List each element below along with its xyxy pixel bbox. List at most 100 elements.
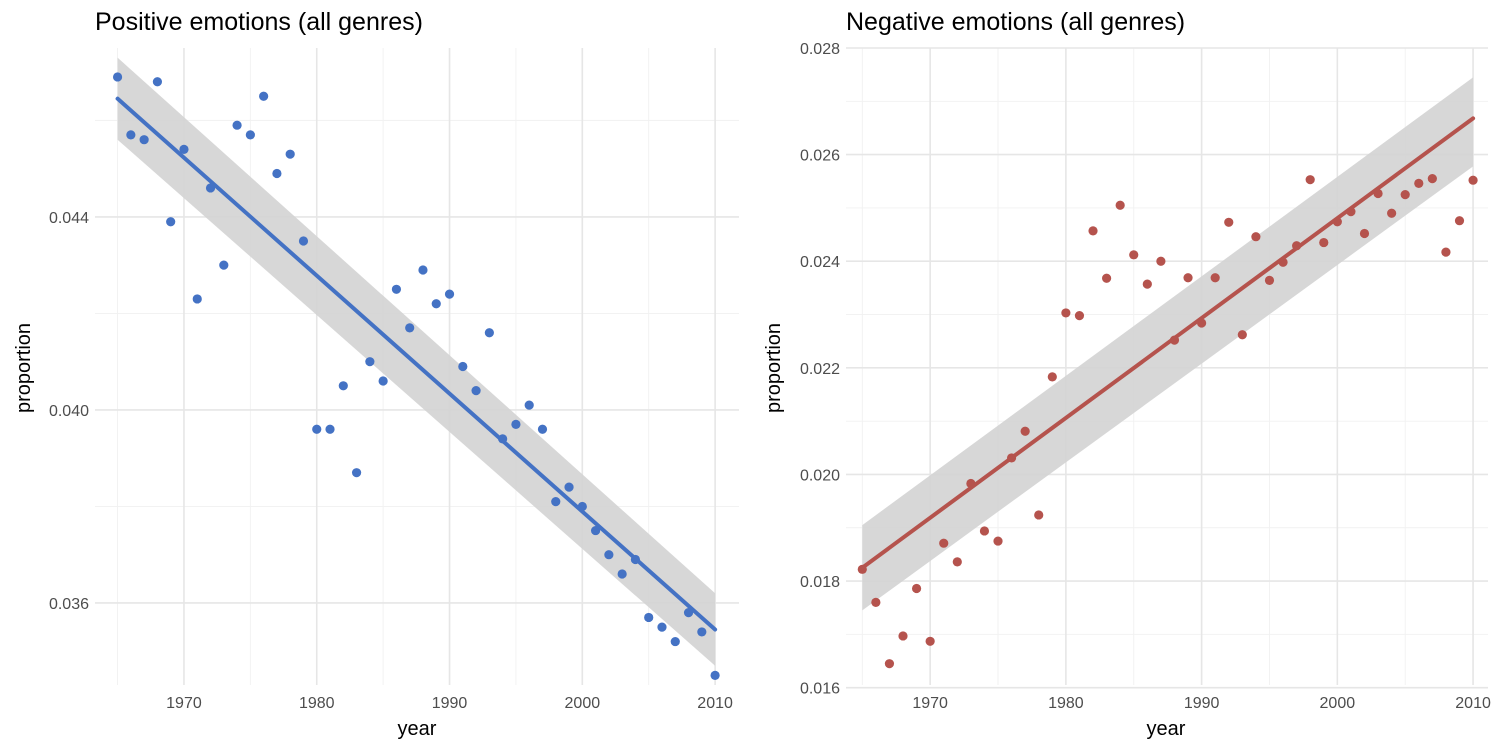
data-point xyxy=(511,419,521,430)
data-point xyxy=(1183,273,1193,283)
data-point xyxy=(710,670,720,680)
fit-line-layer xyxy=(115,96,718,632)
data-point xyxy=(993,536,1003,546)
data-point xyxy=(259,91,269,101)
data-point xyxy=(524,400,534,410)
data-point xyxy=(697,627,707,637)
x-tick-label: 1980 xyxy=(299,695,335,712)
data-point xyxy=(1400,189,1410,200)
data-point xyxy=(351,468,362,478)
data-point xyxy=(1359,228,1370,239)
data-point xyxy=(272,168,282,179)
x-tick-labels: 1970 1980 1990 2000 2010 xyxy=(912,695,1491,712)
data-point xyxy=(484,328,494,338)
y-tick-label: 0.036 xyxy=(49,596,89,613)
data-point xyxy=(179,144,189,154)
data-point xyxy=(564,482,574,492)
data-point xyxy=(1441,247,1451,257)
data-points xyxy=(857,173,1478,669)
data-point xyxy=(1034,510,1044,520)
data-point xyxy=(670,636,680,647)
data-point xyxy=(604,550,614,560)
y-tick-label: 0.016 xyxy=(800,681,840,698)
data-point xyxy=(444,289,455,299)
data-point xyxy=(166,217,176,227)
data-point xyxy=(365,357,375,367)
y-axis-title: proportion xyxy=(13,323,35,413)
y-tick-label: 0.028 xyxy=(800,41,840,58)
data-point xyxy=(405,323,415,333)
x-tick-label: 2000 xyxy=(565,695,601,712)
y-axis-title: proportion xyxy=(763,323,785,413)
data-point xyxy=(884,659,895,669)
data-point xyxy=(1115,200,1125,210)
x-tick-label: 2010 xyxy=(1455,695,1491,712)
y-tick-label: 0.022 xyxy=(800,361,840,378)
x-tick-label: 1990 xyxy=(1184,695,1220,712)
y-tick-label: 0.024 xyxy=(800,254,840,271)
x-tick-label: 1970 xyxy=(166,695,202,712)
data-point xyxy=(1224,217,1234,227)
data-point xyxy=(1237,330,1247,340)
data-point xyxy=(431,299,441,309)
data-point xyxy=(1468,175,1478,185)
data-point xyxy=(391,284,402,294)
data-point xyxy=(657,622,667,632)
negative-emotions-panel: Negative emotions (all genres) 0.0160.01… xyxy=(763,8,1491,740)
data-point xyxy=(112,72,123,82)
data-point xyxy=(285,149,295,159)
data-point xyxy=(1047,372,1057,382)
data-point xyxy=(1414,178,1424,188)
data-point xyxy=(952,557,962,567)
data-point xyxy=(1074,310,1085,321)
data-point xyxy=(298,236,309,246)
x-tick-labels: 1970 1980 1990 2000 2010 xyxy=(166,695,733,712)
x-axis-title: year xyxy=(1147,718,1186,740)
data-point xyxy=(537,424,548,434)
data-point xyxy=(1061,308,1071,318)
data-point xyxy=(1129,250,1139,260)
data-point xyxy=(871,597,881,607)
data-point xyxy=(1427,173,1437,184)
data-point xyxy=(458,361,468,372)
y-tick-label: 0.044 xyxy=(49,210,89,227)
data-point xyxy=(1305,175,1315,185)
data-point xyxy=(1088,226,1098,236)
data-point xyxy=(1020,426,1030,436)
data-point xyxy=(551,497,561,507)
data-point xyxy=(325,424,335,434)
x-tick-label: 2000 xyxy=(1320,695,1356,712)
x-tick-label: 1980 xyxy=(1048,695,1084,712)
data-point xyxy=(378,376,388,386)
y-tick-labels: 0.036 0.040 0.044 xyxy=(49,210,89,613)
data-point xyxy=(590,525,601,536)
y-tick-label: 0.040 xyxy=(49,403,89,420)
x-tick-label: 1970 xyxy=(912,695,948,712)
data-point xyxy=(152,77,163,87)
data-point xyxy=(617,569,627,579)
data-point xyxy=(1210,273,1220,283)
x-axis-title: year xyxy=(398,718,437,740)
data-point xyxy=(418,265,428,275)
data-point xyxy=(939,538,949,548)
gridlines xyxy=(95,48,739,685)
fit-line xyxy=(115,96,718,632)
data-point xyxy=(1387,208,1397,218)
data-point xyxy=(192,294,202,304)
y-tick-label: 0.026 xyxy=(800,148,840,165)
data-point xyxy=(925,636,935,646)
data-point xyxy=(979,526,990,536)
data-point xyxy=(312,424,322,434)
data-point xyxy=(1319,237,1329,248)
fit-line xyxy=(860,116,1476,570)
y-tick-label: 0.018 xyxy=(800,574,840,591)
data-point xyxy=(1264,275,1275,286)
y-tick-label: 0.020 xyxy=(800,467,840,484)
data-point xyxy=(1102,273,1112,283)
data-point xyxy=(1142,279,1152,289)
chart-title: Positive emotions (all genres) xyxy=(95,8,423,36)
data-point xyxy=(219,260,229,270)
positive-emotions-panel: Positive emotions (all genres) 0.036 0.04… xyxy=(13,8,739,740)
y-tick-labels: 0.016 0.018 0.020 0.022 0.024 0.026 0.028 xyxy=(800,41,840,698)
